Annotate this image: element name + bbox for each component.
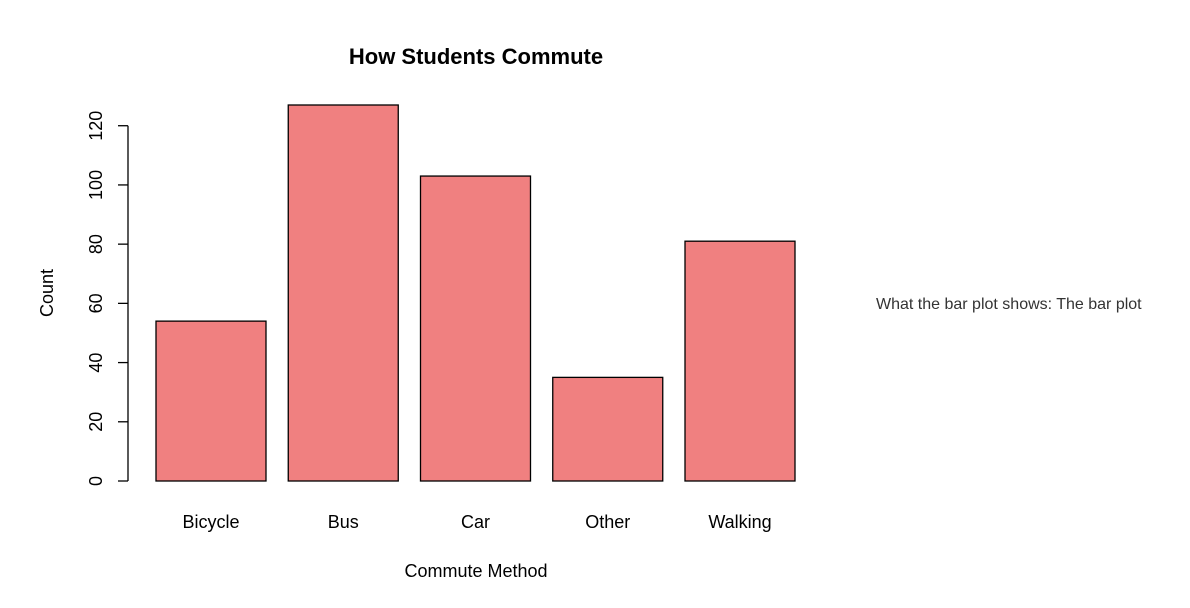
bar-bus (287, 104, 399, 482)
x-tick-label: Other (585, 512, 630, 532)
y-tick-label: 60 (86, 293, 106, 313)
y-tick-label: 100 (86, 170, 106, 200)
x-tick-label: Car (461, 512, 490, 532)
chart-title: How Students Commute (349, 44, 603, 69)
y-axis: 0 20 40 60 80 100 120 (86, 111, 129, 486)
y-tick-label: 120 (86, 111, 106, 141)
y-tick-label: 20 (86, 412, 106, 432)
x-category-labels: Bicycle Bus Car Other Walking (182, 512, 771, 532)
side-note-text: What the bar plot shows: The bar plot (876, 296, 1142, 313)
x-axis-label: Commute Method (404, 561, 547, 581)
bar-other (552, 376, 664, 482)
bar-bicycle (155, 320, 267, 482)
x-tick-label: Bicycle (182, 512, 239, 532)
x-tick-label: Walking (708, 512, 771, 532)
y-tick-label: 0 (86, 476, 106, 486)
y-axis-label: Count (37, 269, 57, 317)
bar-walking (684, 240, 796, 482)
y-tick-label: 80 (86, 234, 106, 254)
y-tick-label: 40 (86, 353, 106, 373)
x-tick-label: Bus (328, 512, 359, 532)
bars-group (155, 104, 796, 482)
bar-car (419, 175, 532, 482)
